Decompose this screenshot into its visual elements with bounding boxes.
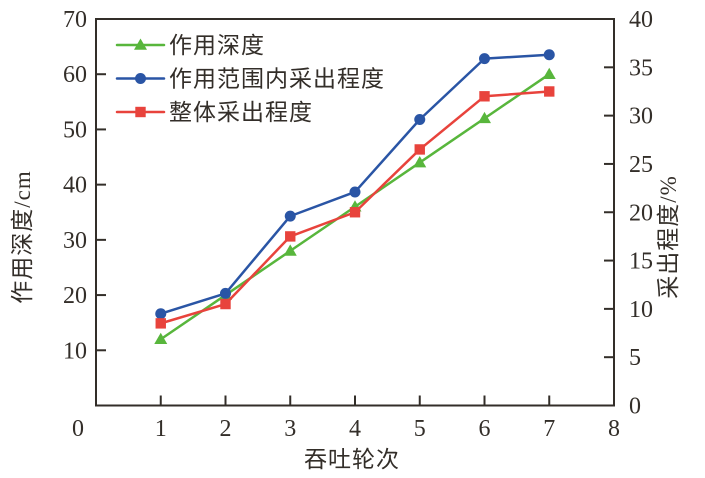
data-point-marker bbox=[220, 298, 231, 310]
data-point-marker bbox=[544, 86, 555, 97]
plot-border bbox=[95, 18, 615, 407]
data-point-marker bbox=[284, 210, 296, 222]
x-tick-label: 1 bbox=[155, 416, 167, 442]
data-point-marker bbox=[134, 38, 147, 50]
y-left-tick-label: 40 bbox=[63, 173, 87, 199]
data-point-marker bbox=[478, 111, 491, 124]
y-right-tick-label: 25 bbox=[629, 152, 653, 178]
y-left-tick-label: 20 bbox=[63, 283, 87, 309]
y-right-tick-label: 20 bbox=[629, 200, 653, 226]
data-point-marker bbox=[542, 67, 556, 80]
data-point-marker bbox=[285, 231, 296, 242]
data-point-marker bbox=[479, 91, 490, 102]
x-tick-label: 3 bbox=[284, 416, 296, 442]
y-left-tick-label: 10 bbox=[63, 338, 87, 364]
y-left-tick-label: 50 bbox=[63, 117, 87, 143]
x-tick-label: 2 bbox=[220, 416, 232, 442]
data-point-marker bbox=[414, 113, 426, 125]
x-tick-label: 8 bbox=[608, 416, 620, 442]
data-point-marker bbox=[349, 186, 361, 198]
x-axis-title: 吞吐轮次 bbox=[304, 447, 400, 472]
data-point-marker bbox=[154, 332, 168, 345]
data-point-marker bbox=[414, 144, 425, 155]
y-right-tick-label: 5 bbox=[629, 345, 641, 371]
series-square bbox=[155, 86, 555, 329]
x-tick-label: 0 bbox=[72, 416, 84, 442]
y-right-tick-label: 10 bbox=[629, 297, 653, 323]
y-left-tick-label: 60 bbox=[63, 62, 87, 88]
y-right-tick-label: 35 bbox=[629, 55, 653, 81]
y-left-tick-label: 70 bbox=[63, 7, 87, 33]
y-right-tick-label: 0 bbox=[629, 394, 641, 420]
axis-tick-labels: 10 20 30 40 50 60 70 0 5 10 15 20 25 30 35 40 0 1 2 3 4 5 6 7 8 bbox=[63, 7, 653, 442]
data-point-marker bbox=[135, 73, 146, 84]
data-point-marker bbox=[155, 308, 167, 320]
legend-item: 作用范围内采出程度 bbox=[115, 67, 385, 92]
x-tick-label: 4 bbox=[349, 416, 361, 442]
series-line bbox=[159, 53, 551, 315]
y-right-tick-label: 15 bbox=[629, 249, 653, 275]
data-point-marker bbox=[283, 244, 297, 256]
x-tick-label: 6 bbox=[479, 416, 491, 442]
data-point-marker bbox=[349, 207, 361, 218]
data-point-marker bbox=[543, 49, 555, 61]
y-left-tick-label: 30 bbox=[63, 228, 87, 254]
data-point-marker bbox=[413, 156, 427, 168]
legend-item: 整体采出程度 bbox=[115, 100, 313, 125]
left-axis-title: 作用深度/cm bbox=[10, 170, 35, 304]
data-point-marker bbox=[135, 106, 146, 118]
data-point-marker bbox=[220, 287, 231, 299]
x-tick-label: 7 bbox=[543, 416, 555, 442]
data-series bbox=[154, 49, 556, 345]
legend-label: 作用范围内采出程度 bbox=[169, 67, 385, 92]
legend-label: 作用深度 bbox=[169, 33, 265, 58]
axis-ticks bbox=[97, 18, 613, 407]
y-right-tick-label: 30 bbox=[629, 104, 653, 130]
legend-item: 作用深度 bbox=[115, 33, 265, 58]
right-axis-title: 采出程度/% bbox=[656, 175, 681, 299]
series-circle bbox=[155, 49, 555, 320]
data-point-marker bbox=[479, 53, 490, 65]
data-point-marker bbox=[155, 318, 166, 329]
x-tick-label: 5 bbox=[414, 416, 426, 442]
legend-label: 整体采出程度 bbox=[169, 100, 313, 125]
y-right-tick-label: 40 bbox=[629, 7, 653, 33]
